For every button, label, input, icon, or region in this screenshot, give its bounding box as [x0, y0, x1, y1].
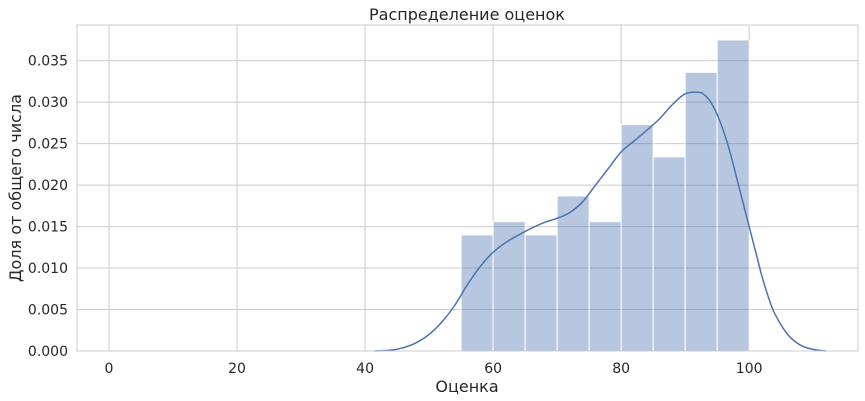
histogram-bar [588, 221, 622, 352]
y-tick-label: 0.035 [28, 54, 68, 70]
histogram-bar [684, 71, 718, 352]
y-tick-label: 0.000 [28, 344, 68, 360]
y-tick-label: 0.030 [28, 95, 68, 111]
histogram-bar [620, 124, 654, 352]
x-tick-label: 40 [356, 361, 374, 377]
histogram-bar [556, 195, 590, 352]
x-tick-label: 0 [105, 361, 114, 377]
y-tick-label: 0.025 [28, 137, 68, 153]
x-axis-label: Оценка [435, 377, 498, 396]
y-tick-label: 0.015 [28, 220, 68, 236]
plot-frame [76, 24, 859, 352]
histogram-bar [716, 39, 750, 352]
y-tick-label: 0.010 [28, 261, 68, 277]
y-tick-label: 0.020 [28, 178, 68, 194]
y-axis-label: Доля от общего числа [6, 94, 25, 282]
y-axis-ticks: 0.000 0.005 0.010 0.015 0.020 0.025 0.030 0.035 [28, 54, 68, 360]
x-tick-label: 80 [612, 361, 630, 377]
kde-line [374, 91, 827, 352]
kde-curve-group [374, 91, 827, 352]
histogram-bars [460, 39, 750, 352]
x-tick-label: 20 [228, 361, 246, 377]
histogram-bar [460, 234, 494, 352]
x-axis-ticks: 0 20 40 60 80 100 [105, 361, 763, 377]
x-tick-label: 100 [736, 361, 763, 377]
chart-title: Распределение оценок [369, 5, 565, 24]
y-tick-label: 0.005 [28, 303, 68, 319]
histogram-bar [652, 156, 686, 352]
x-tick-label: 60 [484, 361, 502, 377]
histogram-bar [524, 234, 558, 352]
